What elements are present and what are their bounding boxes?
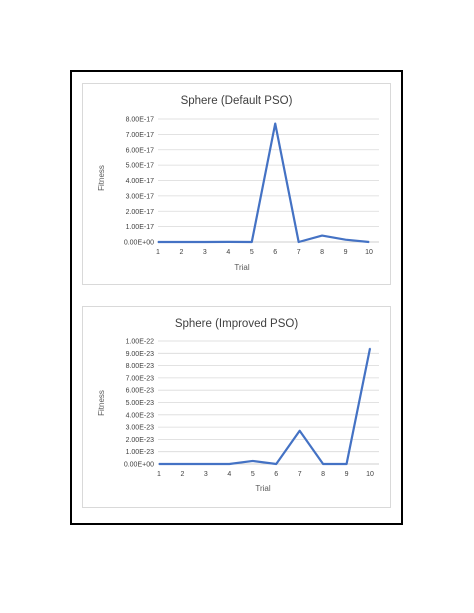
y-tick-label: 0.00E+00 (124, 462, 154, 469)
series-line (159, 348, 372, 466)
x-tick-label: 7 (298, 471, 302, 478)
x-tick-label: 10 (365, 249, 373, 256)
data-point (368, 241, 370, 243)
plot-area: 0.00E+00 1.00E-17 2.00E-17 3.00E-17 4.00E-17… (124, 117, 379, 256)
y-tick-label: 6.00E-23 (126, 388, 155, 395)
x-axis-label: Trial (255, 484, 270, 493)
series-line (158, 122, 370, 244)
y-axis-label: Fitness (97, 165, 106, 191)
y-axis-label: Fitness (97, 390, 106, 416)
data-point (157, 241, 159, 243)
chart-title: Sphere (Default PSO) (181, 95, 293, 107)
y-tick-label: 7.00E-17 (126, 132, 155, 139)
data-point (274, 123, 276, 125)
y-tick-label: 2.00E-23 (126, 437, 155, 444)
y-tick-label: 4.00E-17 (126, 178, 155, 185)
x-tick-label: 4 (227, 471, 231, 478)
chart-title: Sphere (Improved PSO) (175, 318, 299, 330)
y-tick-label: 2.00E-17 (126, 209, 155, 216)
data-point (345, 463, 348, 465)
x-tick-label: 6 (273, 249, 277, 256)
data-point (322, 463, 324, 465)
y-tick-label: 1.00E-22 (126, 339, 155, 346)
x-tick-label: 7 (297, 249, 301, 256)
y-tick-label: 8.00E-17 (126, 117, 155, 124)
x-tick-label: 9 (344, 249, 348, 256)
y-tick-label: 5.00E-23 (126, 400, 155, 407)
data-point (298, 241, 300, 243)
data-point (180, 241, 183, 243)
y-tick-label: 0.00E+00 (124, 240, 154, 247)
data-point (252, 460, 254, 462)
x-axis-label: Trial (234, 263, 249, 272)
x-tick-label: 2 (179, 249, 183, 256)
y-tick-label: 7.00E-23 (126, 375, 155, 382)
plot-area: 0.00E+00 1.00E-23 2.00E-23 3.00E-23 4.00E-23… (124, 339, 379, 478)
x-tick-label: 3 (203, 249, 207, 256)
chart-default-pso-svg: Sphere (Default PSO) Trial Fitness 0.00E… (97, 95, 379, 272)
y-tick-label: 3.00E-23 (126, 425, 155, 432)
x-tick-label: 5 (250, 249, 254, 256)
y-tick-label: 1.00E-23 (126, 449, 155, 456)
data-point (205, 463, 207, 465)
x-tick-label: 2 (180, 471, 184, 478)
data-point (321, 234, 323, 237)
data-point (181, 463, 184, 465)
data-point (251, 241, 253, 243)
data-point (344, 239, 347, 241)
x-tick-label: 8 (320, 249, 324, 256)
x-tick-label: 4 (226, 249, 230, 256)
y-tick-label: 3.00E-17 (126, 193, 155, 200)
data-point (227, 241, 229, 243)
y-tick-label: 8.00E-23 (126, 363, 155, 370)
x-tick-label: 1 (156, 249, 160, 256)
x-tick-label: 1 (157, 471, 161, 478)
chart-improved-pso-svg: Sphere (Improved PSO) Trial Fitness 0.00… (97, 318, 379, 493)
data-point (369, 347, 371, 349)
chart-default-pso: Sphere (Default PSO) Trial Fitness 0.00E… (82, 83, 391, 285)
x-tick-label: 5 (251, 471, 255, 478)
y-tick-label: 1.00E-17 (126, 224, 155, 231)
y-tick-label: 5.00E-17 (126, 163, 155, 170)
chart-improved-pso: Sphere (Improved PSO) Trial Fitness 0.00… (82, 306, 391, 508)
x-tick-label: 8 (321, 471, 325, 478)
x-tick-label: 9 (345, 471, 349, 478)
y-tick-label: 6.00E-17 (126, 147, 155, 154)
y-tick-label: 9.00E-23 (126, 351, 155, 358)
x-tick-label: 10 (366, 471, 374, 478)
y-tick-label: 4.00E-23 (126, 412, 155, 419)
data-point (204, 241, 206, 243)
x-tick-label: 3 (204, 471, 208, 478)
x-tick-label: 6 (274, 471, 278, 478)
data-point (275, 463, 277, 465)
data-point (228, 463, 230, 465)
data-point (158, 463, 160, 465)
data-point (299, 430, 301, 432)
